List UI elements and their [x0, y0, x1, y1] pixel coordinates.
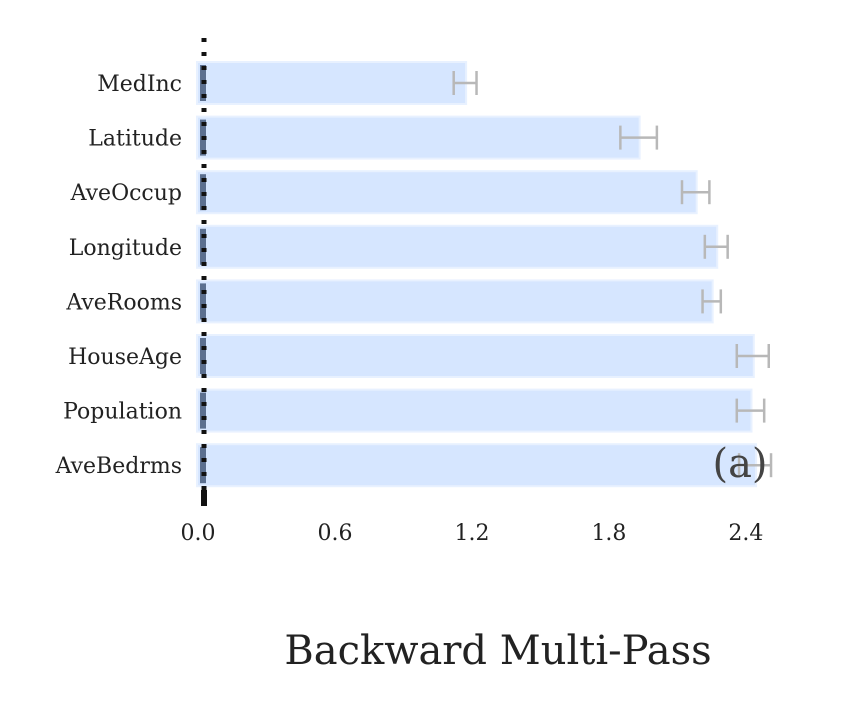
- bar: [198, 281, 712, 322]
- bar: [198, 172, 696, 213]
- bar-baseline-marker: [200, 392, 206, 429]
- y-tick-label: AveBedrms: [55, 454, 182, 479]
- x-tick-label: 1.8: [591, 521, 626, 546]
- y-axis-foot: [201, 490, 207, 506]
- y-tick-label: AveOccup: [70, 181, 182, 206]
- bar-baseline-marker: [200, 228, 206, 265]
- bar: [198, 390, 751, 431]
- y-tick-label: Longitude: [69, 236, 182, 261]
- y-tick-labels: MedInc Latitude AveOccup Longitude AveRooms H…: [55, 72, 182, 479]
- y-tick-label: Latitude: [88, 127, 182, 152]
- bar: [198, 117, 639, 158]
- x-tick-label: 2.4: [728, 521, 763, 546]
- x-tick-label: 1.2: [454, 521, 489, 546]
- x-tick-label: 0.0: [181, 521, 216, 546]
- bar: [198, 63, 466, 103]
- bar-baseline-marker: [200, 447, 206, 484]
- panel-label: (a): [712, 441, 767, 487]
- y-tick-label: MedInc: [97, 72, 182, 97]
- y-tick-label: AveRooms: [65, 290, 182, 315]
- y-tick-label: HouseAge: [68, 345, 182, 370]
- error-bars-layer: [452, 71, 773, 478]
- bar-baseline-marker: [200, 338, 206, 374]
- chart-title: Backward Multi-Pass: [284, 628, 711, 674]
- bar: [198, 226, 717, 267]
- bar: [198, 336, 753, 376]
- y-tick-label: Population: [63, 400, 182, 425]
- y-axis-line: [201, 38, 207, 506]
- x-tick-label: 0.6: [317, 521, 352, 546]
- bars-layer: [196, 61, 758, 488]
- x-tick-labels: 0.0 0.6 1.2 1.8 2.4: [181, 521, 764, 546]
- bar: [198, 445, 756, 486]
- bar-baseline-marker: [200, 283, 206, 320]
